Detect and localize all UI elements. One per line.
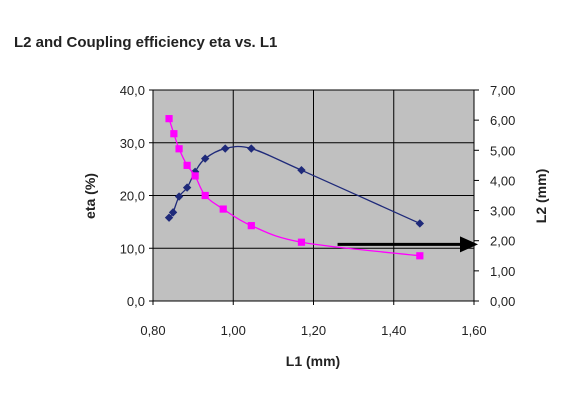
y2-tick-label: 1,00: [490, 264, 515, 279]
series-2-point: [191, 172, 199, 180]
series-2-point: [416, 252, 424, 260]
y2-tick-label: 5,00: [490, 143, 515, 158]
y-axis-title: eta (%): [82, 173, 98, 219]
series-2-point: [170, 130, 178, 138]
series-1-point: [164, 213, 174, 222]
arrow-head: [460, 236, 478, 253]
series-2-point: [165, 115, 173, 123]
series-layer: [164, 115, 425, 260]
series-1-point: [174, 192, 184, 201]
series-2-point: [247, 222, 255, 230]
x-tick-label: 0,80: [140, 323, 165, 338]
series-1-point: [415, 219, 425, 228]
series-2-point: [175, 145, 183, 153]
x-tick-label: 1,60: [461, 323, 486, 338]
y2-tick-label: 2,00: [490, 234, 515, 249]
series-1-point: [182, 183, 192, 192]
annotation-layer: [337, 236, 478, 253]
series-1-point: [297, 165, 306, 175]
y2-tick-label: 0,00: [490, 294, 515, 309]
series-1-point: [221, 144, 230, 153]
series-line-1: [168, 145, 421, 225]
y-tick-label: 20,0: [120, 189, 145, 204]
y2-tick-label: 7,00: [490, 83, 515, 98]
series-2-point: [297, 238, 306, 246]
y2-tick-label: 4,00: [490, 173, 515, 188]
axes: 0,0 10,0 20,0 30,0 40,0 0,80 1,00 1,20 1,40 1,60 0…: [120, 83, 516, 338]
y-tick-label: 10,0: [120, 241, 145, 256]
plot-border: [152, 89, 475, 302]
series-1-point: [168, 208, 178, 217]
series-2-point: [219, 205, 227, 213]
y2-axis-title: L2 (mm): [533, 169, 549, 223]
x-axis-title: L1 (mm): [286, 353, 340, 369]
x-tick-label: 1,00: [221, 323, 246, 338]
y-tick-label: 30,0: [120, 136, 145, 151]
y-tick-label: 0,0: [127, 294, 145, 309]
chart-title: L2 and Coupling efficiency eta vs. L1: [14, 34, 277, 51]
series-line-2: [168, 118, 420, 257]
series-1-point: [200, 154, 210, 163]
y2-tick-label: 3,00: [490, 204, 515, 219]
y2-tick-label: 6,00: [490, 113, 515, 128]
series-1-point: [247, 144, 256, 153]
series-2-point: [183, 161, 191, 169]
x-tick-label: 1,20: [301, 323, 326, 338]
series-2-point: [201, 191, 209, 200]
x-tick-label: 1,40: [381, 323, 406, 338]
y-tick-label: 40,0: [120, 83, 145, 98]
